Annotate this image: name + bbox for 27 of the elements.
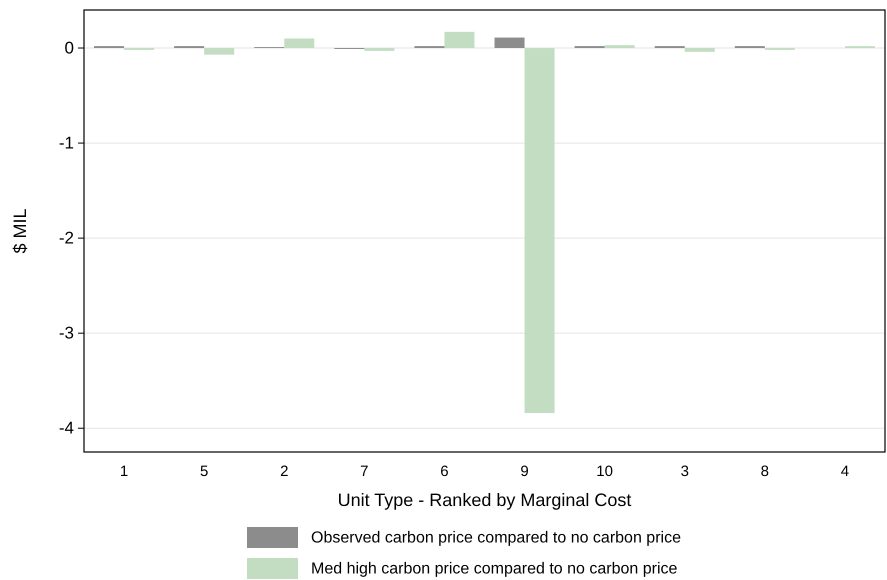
- legend-label: Observed carbon price compared to no carbon price: [311, 530, 682, 546]
- bar: [524, 48, 555, 414]
- x-tick-label: 3: [680, 463, 689, 480]
- bar: [204, 48, 234, 55]
- x-tick-label: 1: [120, 463, 128, 480]
- bar: [444, 32, 474, 48]
- y-tick-label: -2: [58, 228, 74, 248]
- x-tick-label: 10: [596, 463, 613, 480]
- x-tick-label: 8: [760, 463, 770, 480]
- bar: [604, 45, 635, 48]
- bar: [494, 38, 525, 48]
- x-axis-title: Unit Type - Ranked by Marginal Cost: [338, 490, 632, 510]
- y-tick-label: 0: [64, 38, 74, 58]
- y-axis-title: $ MIL: [10, 208, 30, 254]
- y-tick-label: -1: [58, 134, 74, 153]
- y-tick-label: -3: [58, 324, 74, 343]
- x-tick-label: 4: [840, 463, 850, 480]
- bar: [684, 48, 715, 52]
- x-tick-label: 6: [440, 463, 449, 480]
- legend-label: Med high carbon price compared to no carbon price: [311, 560, 678, 578]
- x-tick-label: 5: [200, 463, 208, 480]
- y-tick-label: -4: [58, 418, 74, 438]
- bar: [284, 38, 314, 48]
- x-tick-label: 7: [360, 463, 369, 480]
- x-tick-label: 2: [280, 463, 288, 480]
- x-tick-label: 9: [520, 463, 529, 480]
- bar: [364, 48, 394, 51]
